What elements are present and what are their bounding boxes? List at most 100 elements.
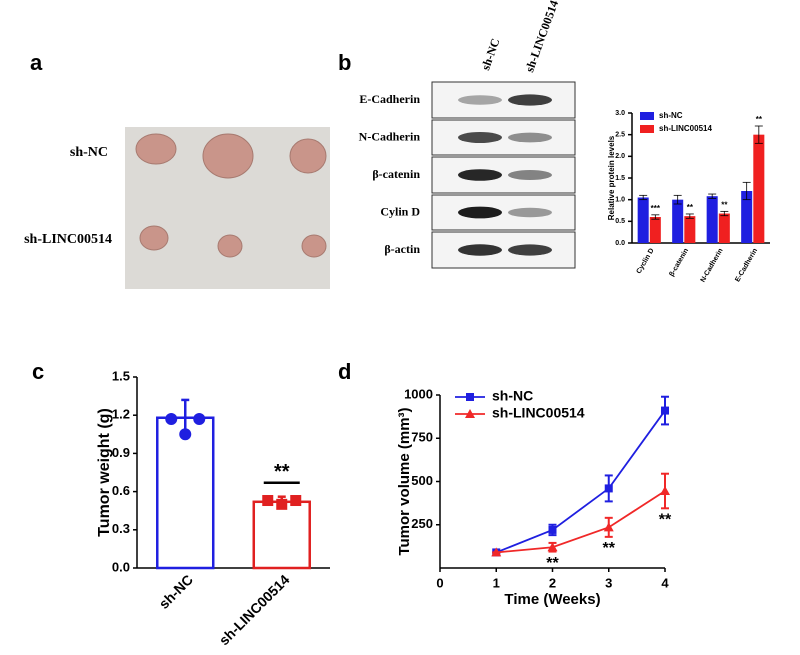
annotation: ** [659,512,672,529]
band [508,207,552,218]
marker [660,486,670,496]
band [458,244,502,256]
blot: E-Cadherin N-Cadherin β-catenin Cylin D β-ac… [359,81,576,269]
x-tick-label: sh-LINC00514 [216,571,293,648]
y-tick-label: 0.9 [112,445,130,460]
protein-label: E-Cadherin [359,92,420,106]
marker [465,409,475,418]
x-tick-label: 0 [436,575,443,590]
marker [661,406,669,415]
blot-box [431,231,576,269]
x-tick-label: 3 [605,575,612,590]
y-axis-label: Relative protein levels [607,135,616,220]
bar [684,216,696,243]
point [276,498,288,510]
point [193,413,206,426]
x-tick-label: E-Cadherin [734,247,759,283]
bar [741,191,753,243]
y-tick-label: 0.6 [112,483,130,498]
lane-label: sh-LINC00514 [522,0,561,74]
bar [672,199,684,243]
annotation: ** [274,461,290,483]
annotation: ** [603,540,616,557]
row-label: sh-LINC00514 [24,232,112,247]
panel-label: c [32,359,44,384]
x-tick-label: sh-NC [156,571,196,611]
marker [603,522,614,532]
bar [718,213,730,243]
x-tick-label: β-catenin [668,247,690,277]
band [508,244,552,256]
y-tick-label: 1000 [404,386,433,401]
marker [491,547,502,557]
y-tick-label: 1.2 [112,407,130,422]
blot-box [431,81,576,119]
blot-box [431,194,576,231]
x-tick-label: Cyclin D [636,247,656,275]
band [458,169,502,181]
line [495,410,666,554]
legend-swatch [640,125,654,133]
protein-label: β-catenin [372,167,420,181]
annotation: ** [687,203,694,212]
band [458,206,502,219]
y-tick-label: 0.0 [112,559,130,574]
legend-label: sh-NC [492,388,533,404]
y-tick-label: 750 [411,430,433,445]
blot-box [431,156,576,194]
y-tick-label: 0.0 [615,240,625,247]
marker [548,525,557,534]
y-tick-label: 500 [411,473,433,488]
annotation: ** [721,200,728,209]
band [508,132,552,143]
y-tick-label: 1.5 [615,175,625,182]
y-tick-label: 1.0 [615,197,625,204]
legend-label: sh-LINC00514 [659,124,712,133]
annotation: ** [546,555,559,572]
x-tick-label: 4 [661,575,669,590]
x-tick-label: 2 [549,575,556,590]
bar [637,197,649,243]
row-label: sh-NC [70,145,108,160]
x-tick-label: 1 [493,575,500,590]
marker [547,542,558,552]
legend-swatch [640,112,654,120]
bar [753,134,765,243]
y-tick-label: 2.0 [615,153,625,160]
y-tick-label: 3.0 [615,110,625,117]
point [179,428,192,441]
band [508,170,552,180]
marker [604,484,613,493]
blot-box [431,119,576,156]
band [508,94,552,106]
legend-label: sh-NC [659,111,683,120]
annotation: *** [651,204,661,213]
y-axis-label: Tumor weight (g) [96,408,113,537]
bar [706,196,718,243]
x-axis-label: Time (Weeks) [504,591,600,608]
line [496,490,666,554]
band [458,132,502,143]
marker [466,393,474,401]
tumors [135,133,327,258]
bar [252,500,311,570]
panel-label: b [338,50,351,75]
y-tick-label: 0.5 [615,218,625,225]
point [165,413,178,426]
y-tick-label: 1.5 [112,368,130,383]
y-tick-label: 0.3 [112,521,130,536]
bar [649,217,661,243]
panel-label: d [338,359,351,384]
y-tick-label: 2.5 [615,132,625,139]
point [262,495,274,507]
band [458,95,502,105]
point [290,495,302,507]
panel-label: a [30,50,43,75]
y-axis-label: Tumor volume (mm³) [396,407,413,555]
protein-label: β-actin [384,242,420,256]
x-tick-label: N-Cadherin [700,247,725,283]
annotation: ** [756,115,763,124]
protein-label: Cylin D [380,204,420,218]
legend-label: sh-LINC00514 [492,405,585,421]
